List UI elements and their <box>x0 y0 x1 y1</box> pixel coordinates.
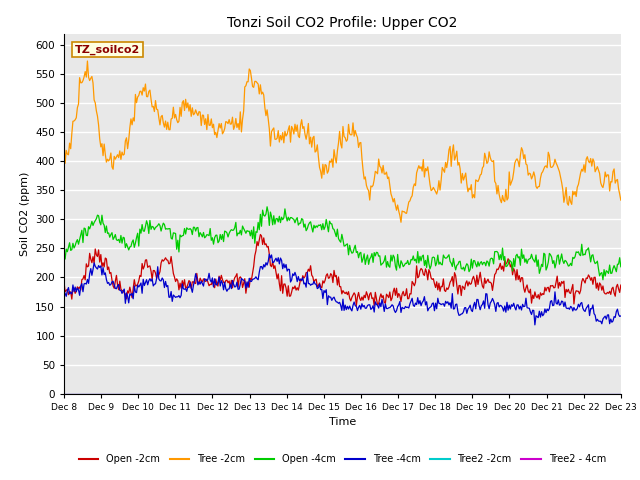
X-axis label: Time: Time <box>329 417 356 427</box>
Legend: Open -2cm, Tree -2cm, Open -4cm, Tree -4cm, Tree2 -2cm, Tree2 - 4cm: Open -2cm, Tree -2cm, Open -4cm, Tree -4… <box>75 450 610 468</box>
Y-axis label: Soil CO2 (ppm): Soil CO2 (ppm) <box>20 171 29 256</box>
Text: TZ_soilco2: TZ_soilco2 <box>75 44 140 55</box>
Title: Tonzi Soil CO2 Profile: Upper CO2: Tonzi Soil CO2 Profile: Upper CO2 <box>227 16 458 30</box>
